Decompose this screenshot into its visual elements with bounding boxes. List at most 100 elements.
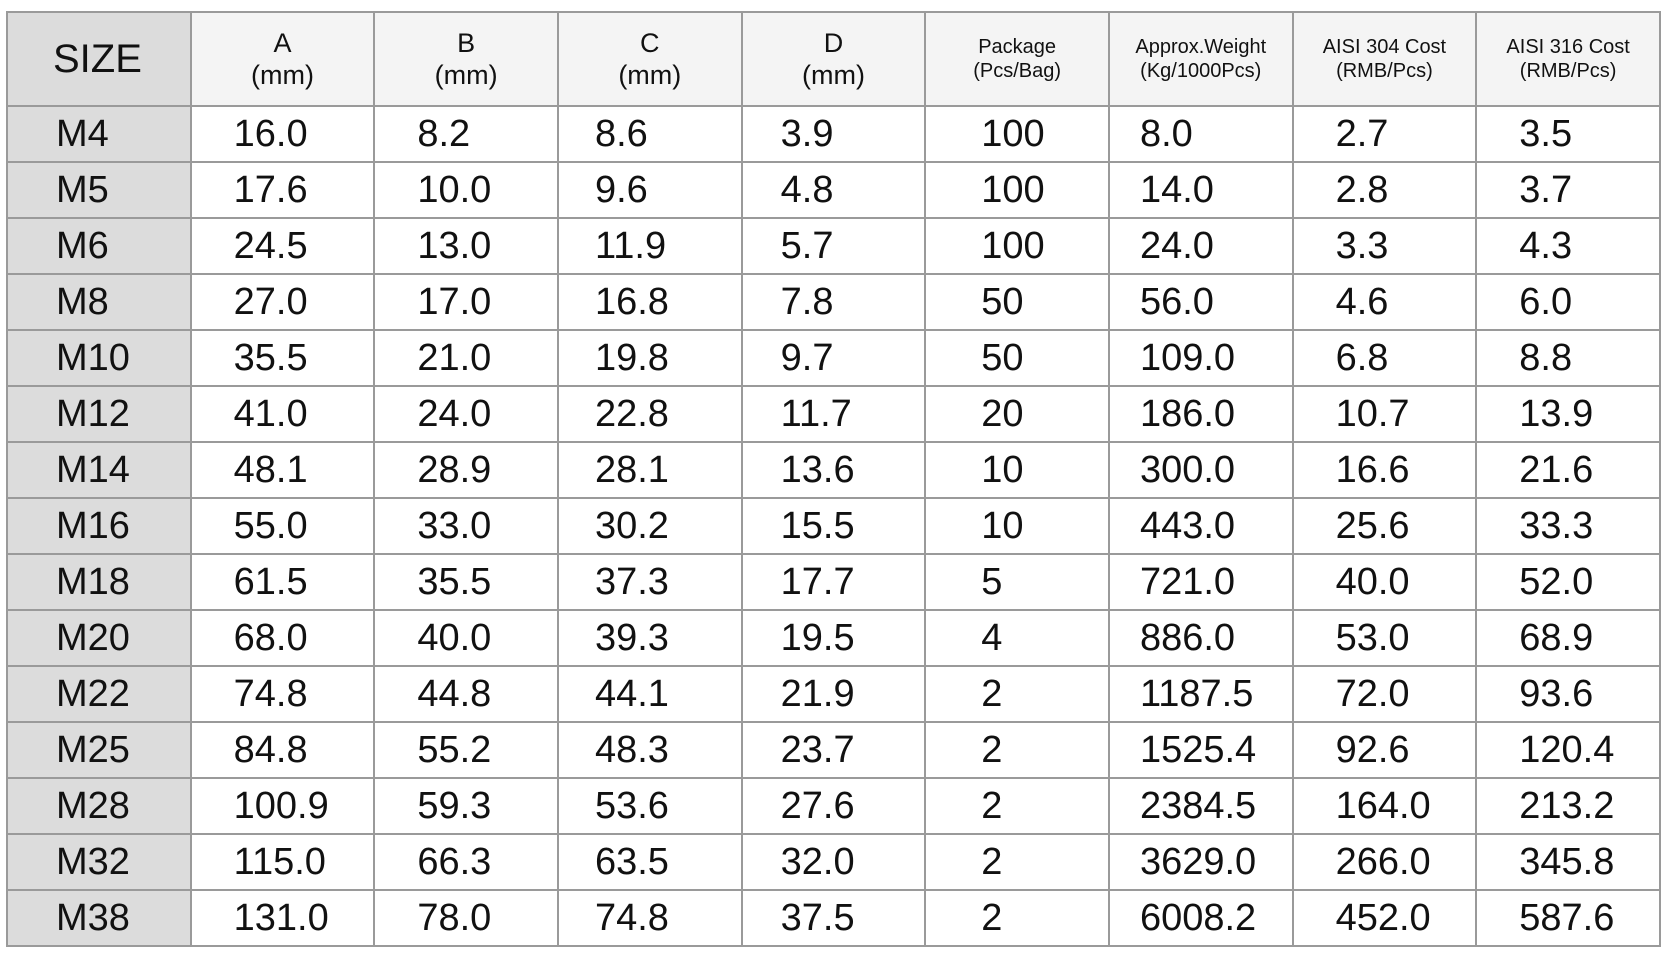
table-row: M4 16.0 8.2 8.6 3.9 100 8.0 2.7 3.5: [6, 105, 1661, 163]
cell-d: 21.9: [740, 665, 927, 723]
cell-d: 7.8: [740, 273, 927, 331]
table-row: M25 84.8 55.2 48.3 23.7 2 1525.4 92.6 120.4: [6, 721, 1661, 779]
cell-c: 8.6: [556, 105, 743, 163]
cell-size: M28: [6, 777, 192, 835]
cell-package: 100: [924, 161, 1110, 219]
cell-size: M38: [6, 889, 192, 947]
cell-weight: 56.0: [1107, 273, 1294, 331]
cell-d: 15.5: [740, 497, 927, 555]
header-label: AISI 316 Cost: [1506, 36, 1630, 58]
cell-a: 16.0: [189, 105, 376, 163]
cell-b: 35.5: [373, 553, 559, 611]
header-b: B (mm): [373, 11, 559, 107]
header-unit: (mm): [251, 60, 314, 90]
table-row: M6 24.5 13.0 11.9 5.7 100 24.0 3.3 4.3: [6, 217, 1661, 275]
cell-weight: 186.0: [1107, 385, 1294, 443]
cell-package: 100: [924, 217, 1110, 275]
cell-b: 24.0: [373, 385, 559, 443]
cell-size: M5: [6, 161, 192, 219]
cell-d: 9.7: [740, 329, 927, 387]
cell-aisi-316-cost: 68.9: [1475, 609, 1661, 667]
cell-package: 20: [924, 385, 1110, 443]
cell-aisi-304-cost: 53.0: [1291, 609, 1478, 667]
header-unit: (mm): [801, 60, 865, 90]
cell-weight: 2384.5: [1107, 777, 1294, 835]
cell-c: 53.6: [556, 777, 743, 835]
cell-d: 32.0: [740, 833, 927, 891]
cell-aisi-316-cost: 345.8: [1475, 833, 1661, 891]
table-row: M5 17.6 10.0 9.6 4.8 100 14.0 2.8 3.7: [6, 161, 1661, 219]
cell-aisi-304-cost: 3.3: [1291, 217, 1478, 275]
header-unit: (Kg/1000Pcs): [1140, 60, 1262, 82]
header-label: D: [823, 27, 844, 58]
header-row: SIZE A (mm) B (mm) C (mm) D (mm) Package (Pcs/Bag)…: [6, 11, 1661, 107]
cell-weight: 721.0: [1107, 553, 1294, 611]
cell-b: 66.3: [373, 833, 559, 891]
cell-size: M32: [6, 833, 192, 891]
cell-c: 9.6: [556, 161, 743, 219]
cell-aisi-304-cost: 266.0: [1291, 833, 1478, 891]
header-label: B: [457, 27, 476, 58]
cell-package: 10: [924, 497, 1110, 555]
header-unit: (Pcs/Bag): [973, 60, 1062, 82]
cell-c: 19.8: [556, 329, 743, 387]
cell-size: M18: [6, 553, 192, 611]
cell-weight: 24.0: [1107, 217, 1294, 275]
table-row: M22 74.8 44.8 44.1 21.9 2 1187.5 72.0 93.6: [6, 665, 1661, 723]
cell-d: 3.9: [740, 105, 927, 163]
cell-b: 55.2: [373, 721, 559, 779]
cell-aisi-304-cost: 16.6: [1291, 441, 1478, 499]
header-label: AISI 304 Cost: [1322, 36, 1447, 58]
cell-a: 131.0: [189, 889, 376, 947]
cell-d: 11.7: [740, 385, 927, 443]
cell-b: 10.0: [373, 161, 559, 219]
size-spec-table: SIZE A (mm) B (mm) C (mm) D (mm) Package (Pcs/Bag)…: [6, 11, 1661, 947]
table-row: M20 68.0 40.0 39.3 19.5 4 886.0 53.0 68.9: [6, 609, 1661, 667]
header-a: A (mm): [189, 11, 376, 107]
cell-aisi-304-cost: 25.6: [1291, 497, 1478, 555]
cell-b: 33.0: [373, 497, 559, 555]
cell-size: M10: [6, 329, 192, 387]
cell-d: 27.6: [740, 777, 927, 835]
cell-aisi-316-cost: 21.6: [1475, 441, 1661, 499]
cell-size: M22: [6, 665, 192, 723]
cell-weight: 886.0: [1107, 609, 1294, 667]
cell-d: 17.7: [740, 553, 927, 611]
cell-c: 74.8: [556, 889, 743, 947]
cell-a: 48.1: [189, 441, 376, 499]
cell-aisi-304-cost: 164.0: [1291, 777, 1478, 835]
cell-b: 17.0: [373, 273, 559, 331]
cell-package: 10: [924, 441, 1110, 499]
header-label: A: [273, 27, 292, 58]
header-unit: (RMB/Pcs): [1336, 60, 1433, 82]
cell-a: 41.0: [189, 385, 376, 443]
cell-weight: 300.0: [1107, 441, 1294, 499]
table-row: M32 115.0 66.3 63.5 32.0 2 3629.0 266.0 345.8: [6, 833, 1661, 891]
cell-b: 40.0: [373, 609, 559, 667]
cell-package: 2: [924, 833, 1110, 891]
cell-c: 48.3: [556, 721, 743, 779]
header-size: SIZE: [6, 11, 192, 107]
table-row: M38 131.0 78.0 74.8 37.5 2 6008.2 452.0 587.6: [6, 889, 1661, 947]
cell-c: 63.5: [556, 833, 743, 891]
cell-b: 8.2: [373, 105, 559, 163]
header-c: C (mm): [556, 11, 743, 107]
cell-b: 78.0: [373, 889, 559, 947]
cell-b: 28.9: [373, 441, 559, 499]
cell-aisi-304-cost: 6.8: [1291, 329, 1478, 387]
cell-a: 68.0: [189, 609, 376, 667]
table-row: M18 61.5 35.5 37.3 17.7 5 721.0 40.0 52.0: [6, 553, 1661, 611]
cell-package: 4: [924, 609, 1110, 667]
cell-weight: 109.0: [1107, 329, 1294, 387]
table-row: M16 55.0 33.0 30.2 15.5 10 443.0 25.6 33.3: [6, 497, 1661, 555]
cell-aisi-316-cost: 4.3: [1475, 217, 1661, 275]
cell-aisi-316-cost: 3.7: [1475, 161, 1661, 219]
cell-aisi-304-cost: 4.6: [1291, 273, 1478, 331]
table-row: M28 100.9 59.3 53.6 27.6 2 2384.5 164.0 213.2: [6, 777, 1661, 835]
cell-d: 23.7: [740, 721, 927, 779]
cell-b: 21.0: [373, 329, 559, 387]
header-unit: (RMB/Pcs): [1519, 60, 1617, 82]
cell-d: 19.5: [740, 609, 927, 667]
cell-c: 11.9: [556, 217, 743, 275]
header-unit: (mm): [434, 60, 498, 90]
